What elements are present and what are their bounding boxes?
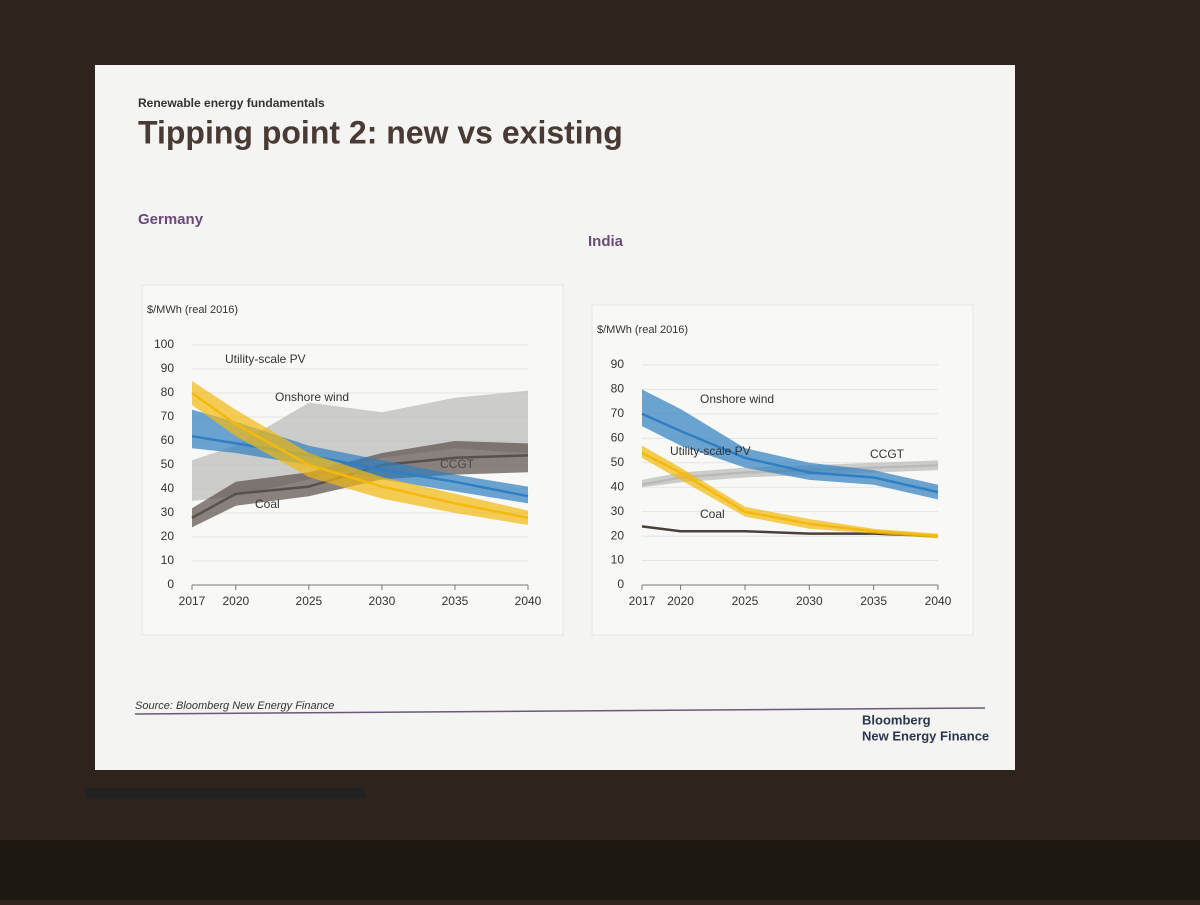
y-tick-label: 60	[161, 433, 175, 447]
x-tick-label: 2035	[442, 594, 469, 608]
y-tick-label: 60	[611, 431, 625, 445]
y-tick-label: 0	[167, 577, 174, 591]
footer-rule	[134, 707, 986, 715]
x-tick-label: 2025	[296, 594, 323, 608]
x-tick-label: 2040	[925, 594, 952, 608]
series-label: Utility-scale PV	[225, 352, 306, 366]
y-axis-label: $/MWh (real 2016)	[597, 324, 688, 336]
y-tick-label: 10	[611, 553, 625, 567]
slide-subtitle: Renewable energy fundamentals	[138, 96, 325, 110]
series-line	[641, 412, 939, 494]
y-tick-label: 80	[161, 385, 175, 399]
x-tick-label: 2030	[796, 594, 823, 608]
x-tick-label: 2017	[629, 594, 656, 608]
y-tick-label: 30	[161, 505, 175, 519]
x-tick-label: 2020	[222, 594, 249, 608]
x-tick-label: 2030	[369, 594, 396, 608]
range-band	[642, 389, 938, 500]
y-tick-label: 30	[611, 504, 625, 518]
y-tick-label: 80	[611, 382, 625, 396]
y-tick-label: 50	[161, 457, 175, 471]
series-label: Coal	[255, 497, 280, 511]
x-tick-label: 2017	[179, 594, 206, 608]
x-tick-label: 2040	[515, 594, 542, 608]
y-tick-label: 50	[611, 455, 625, 469]
y-tick-label: 20	[611, 528, 625, 542]
brand: New Energy Finance	[862, 728, 989, 743]
x-tick-label: 2035	[860, 594, 887, 608]
table	[85, 788, 365, 798]
slide-title: Tipping point 2: new vs existing	[138, 114, 623, 150]
chart-title: Germany	[138, 211, 204, 228]
series-line	[191, 391, 529, 520]
series-label: Coal	[700, 507, 725, 521]
y-tick-label: 20	[161, 529, 175, 543]
series-label: Onshore wind	[275, 390, 349, 404]
brand: Bloomberg	[862, 712, 931, 727]
y-axis-label: $/MWh (real 2016)	[147, 304, 238, 316]
y-tick-label: 70	[161, 409, 175, 423]
chart-title: India	[588, 233, 624, 250]
x-tick-label: 2020	[667, 594, 694, 608]
floor	[0, 840, 1200, 900]
series-label: Utility-scale PV	[670, 444, 751, 458]
source: Source: Bloomberg New Energy Finance	[135, 700, 334, 712]
range-band	[192, 390, 528, 501]
y-tick-label: 40	[611, 479, 625, 493]
series-line	[641, 451, 939, 538]
x-tick-label: 2025	[732, 594, 759, 608]
y-tick-label: 10	[161, 553, 175, 567]
series-label: Onshore wind	[700, 392, 774, 406]
y-tick-label: 90	[161, 361, 175, 375]
y-tick-label: 100	[154, 337, 174, 351]
y-tick-label: 70	[611, 406, 625, 420]
y-tick-label: 90	[611, 357, 625, 371]
y-tick-label: 0	[617, 577, 624, 591]
y-tick-label: 40	[161, 481, 175, 495]
series-label: CCGT	[870, 447, 905, 461]
series-line	[191, 434, 529, 498]
